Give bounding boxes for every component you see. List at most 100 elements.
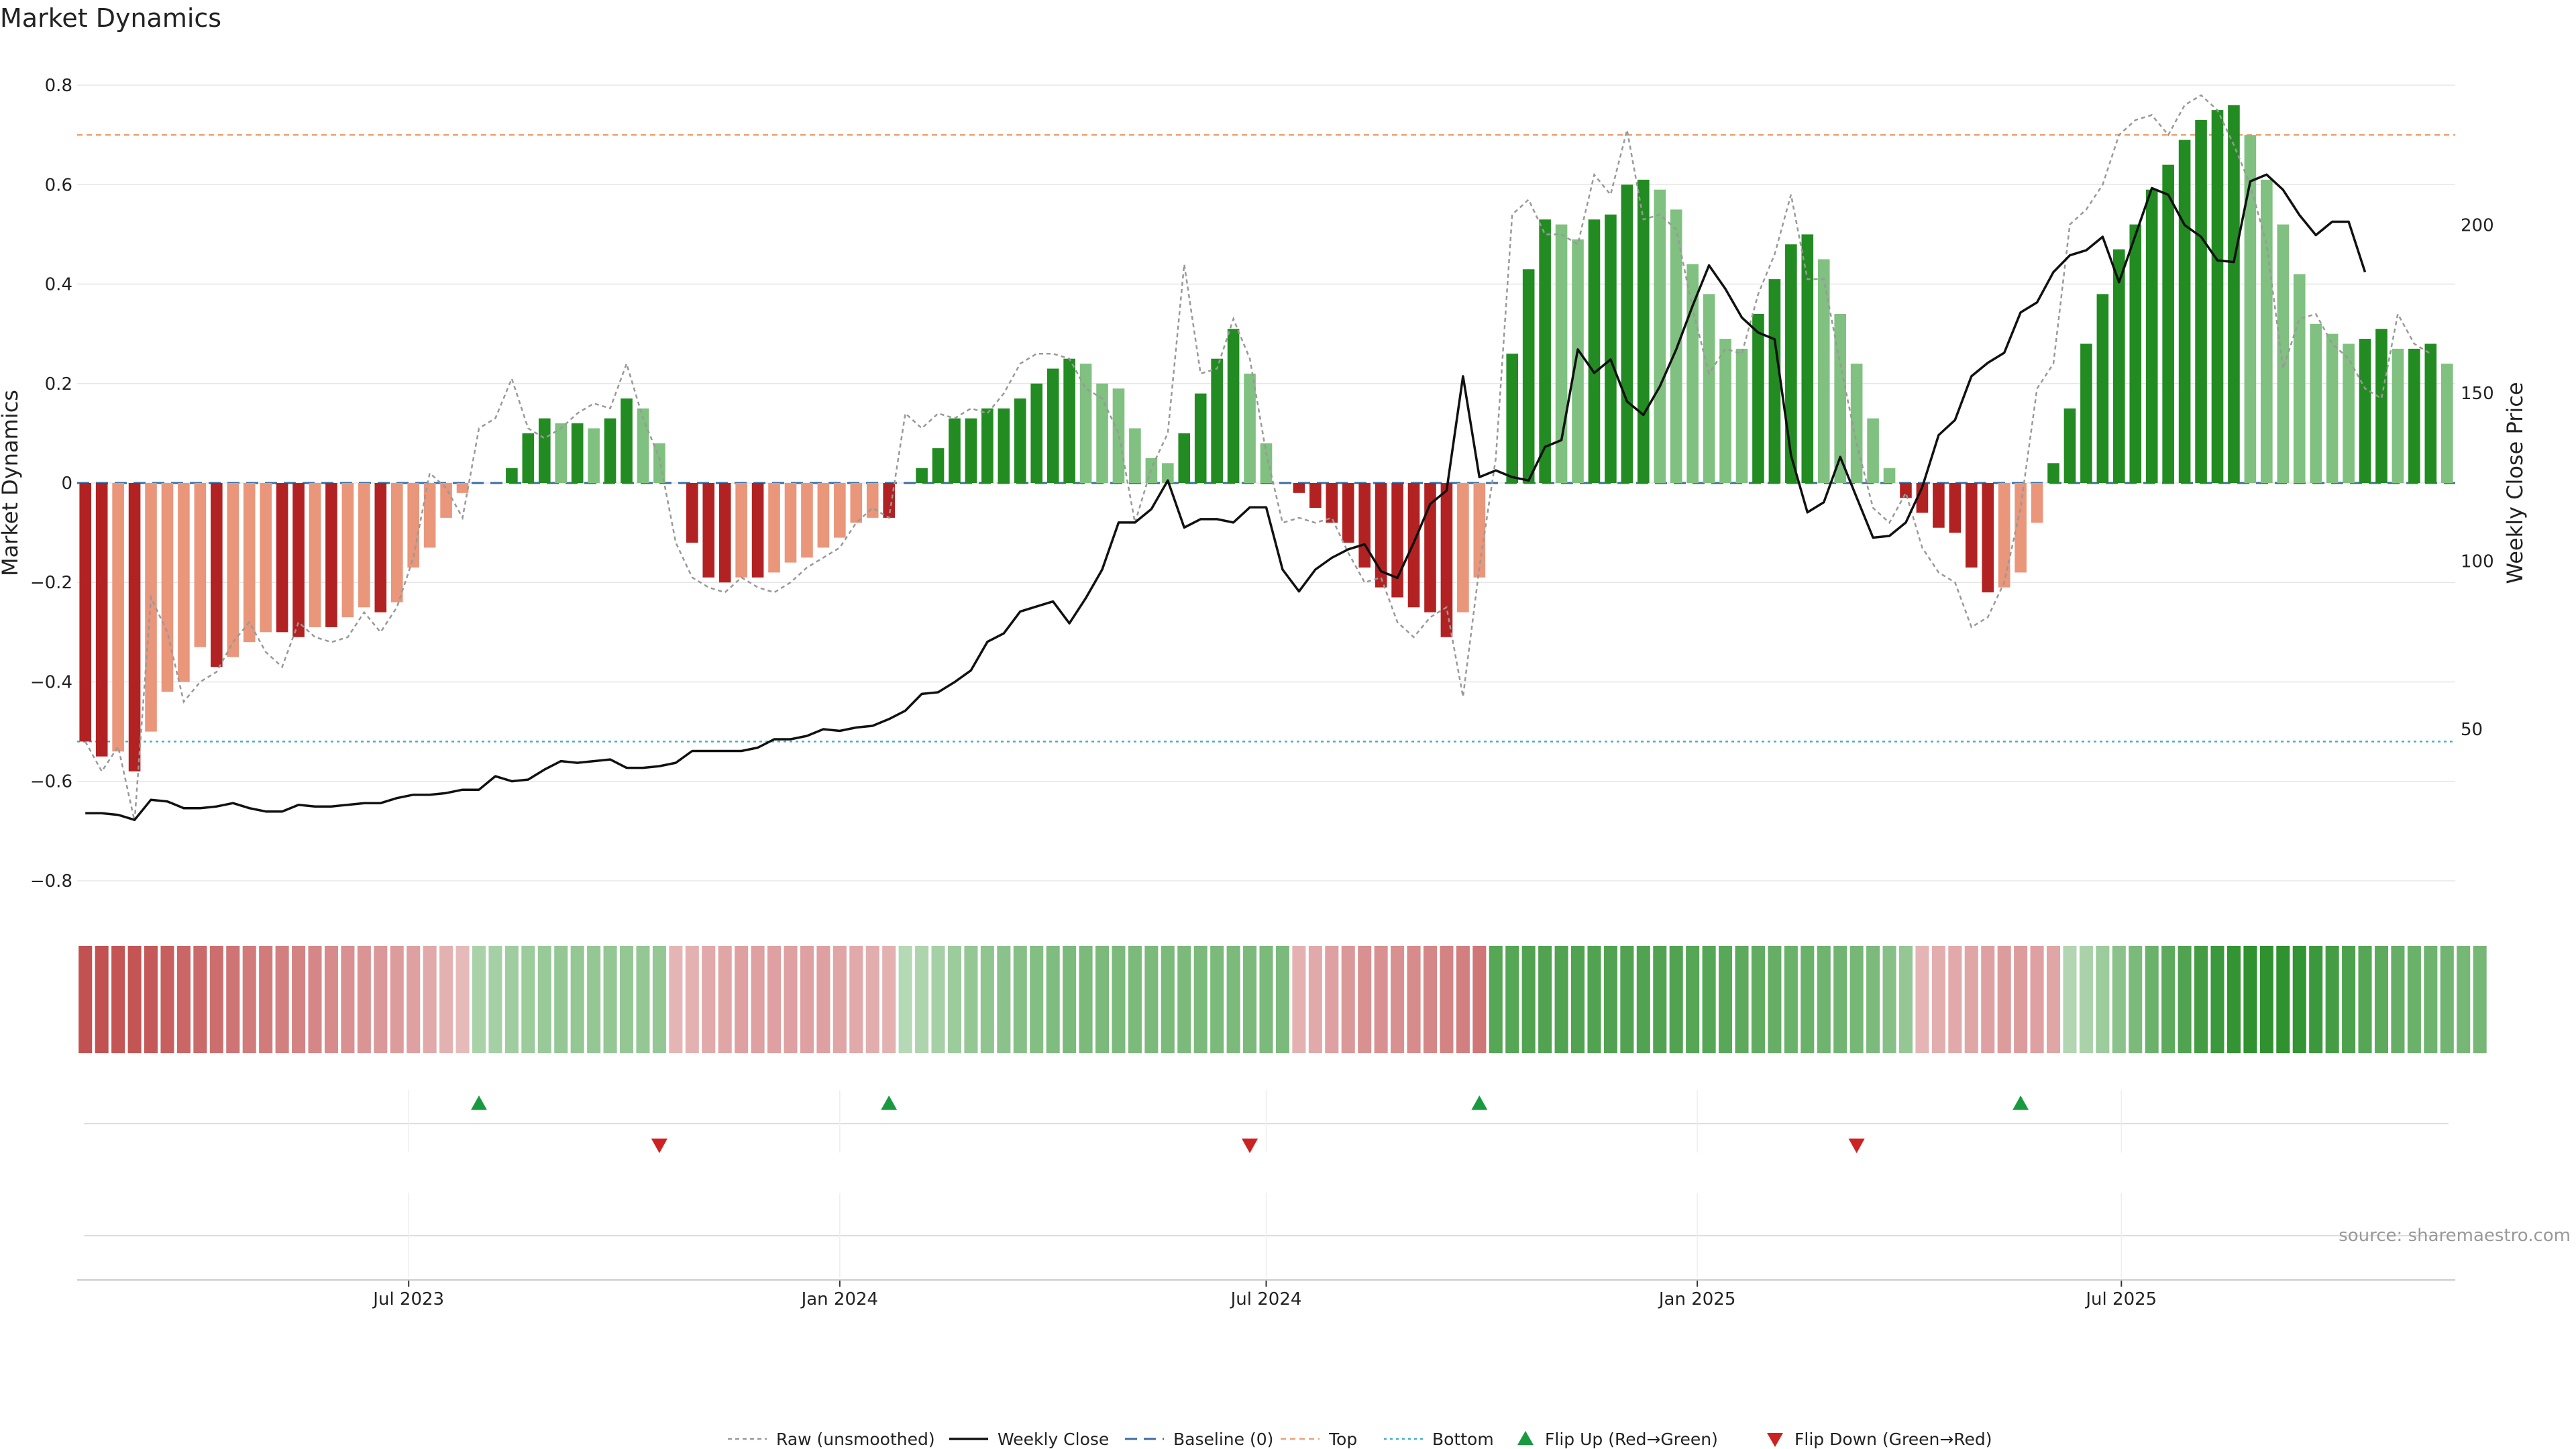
strip-cell [2210, 946, 2224, 1053]
bar-series [79, 105, 2453, 771]
legend-label: Raw (unsmoothed) [776, 1430, 935, 1449]
strip-cell [2161, 946, 2176, 1053]
bar [2244, 135, 2257, 484]
strip-cell [2358, 946, 2372, 1053]
bar [1621, 184, 1633, 483]
strip-cell [423, 946, 437, 1053]
strip-cell [1259, 946, 1273, 1053]
flip-up-marker [881, 1095, 898, 1110]
strip-cell [964, 946, 978, 1053]
bar [718, 483, 731, 583]
bar [161, 483, 174, 692]
strip-cell [144, 946, 158, 1053]
weekly-close-line-series [85, 173, 2367, 821]
bar [621, 398, 633, 483]
bar [1079, 364, 1092, 483]
y-tick-label: 0.8 [45, 76, 72, 96]
y-axis-ticks: 0.8 0.6 0.4 0.2 0 −0.2 −0.4 −0.6 −0.8 [30, 76, 72, 892]
strip-cell [2374, 946, 2389, 1053]
bar [341, 483, 354, 618]
strip-cell [1161, 946, 1175, 1053]
strip-cell [1653, 946, 1667, 1053]
bar [1949, 483, 1962, 533]
bar [1555, 224, 1568, 483]
bar [390, 483, 403, 602]
bar [1703, 294, 1715, 483]
bar [916, 468, 928, 483]
bar [1916, 483, 1929, 513]
strip-cell [1095, 946, 1110, 1053]
strip-cell [1391, 946, 1405, 1053]
strip-cell [1686, 946, 1700, 1053]
strip-cell [521, 946, 535, 1053]
strip-cell [1489, 946, 1503, 1053]
bar [440, 483, 452, 518]
strip-cell [1931, 946, 1945, 1053]
strip-cell [1784, 946, 1798, 1053]
y-tick-label: 0 [61, 474, 72, 494]
strip-cell [784, 946, 798, 1053]
strip-cell [1768, 946, 1782, 1053]
bar [1391, 483, 1403, 598]
strip-cell [2030, 946, 2044, 1053]
legend-label: Top [1328, 1430, 1357, 1449]
bar [2392, 348, 2404, 483]
bar [1506, 354, 1519, 483]
strip-cell [242, 946, 256, 1053]
strip-cell [439, 946, 453, 1053]
flip-up-marker [2012, 1095, 2029, 1110]
strip-cell [1587, 946, 1601, 1053]
strip-cell [1128, 946, 1142, 1053]
y-tick-label: 0.2 [45, 374, 72, 394]
flip-down-marker [651, 1138, 667, 1153]
bar [2343, 343, 2355, 483]
bar [1965, 483, 1978, 568]
bar [325, 483, 337, 627]
strip-cell [603, 946, 617, 1053]
bar [522, 433, 535, 483]
strip-cell [2325, 946, 2339, 1053]
strip-cell [1898, 946, 1913, 1053]
strip-cell [537, 946, 551, 1053]
bar [1194, 393, 1207, 483]
strip-cell [2276, 946, 2290, 1053]
bar [1129, 428, 1141, 483]
bar [2326, 333, 2339, 483]
bar [2015, 483, 2027, 573]
bar [1638, 179, 1650, 483]
strip-cell [980, 946, 994, 1053]
strip-cell [1882, 946, 1896, 1053]
y-tick-label: −0.6 [30, 772, 72, 792]
strip-cell [374, 946, 388, 1053]
strip-cell [735, 946, 749, 1053]
strip-cell [1275, 946, 1289, 1053]
y-tick-label: −0.4 [30, 672, 72, 692]
bar [276, 483, 288, 633]
strip-cell [947, 946, 962, 1053]
bar [1014, 398, 1026, 483]
x-tick-label: Jul 2023 [372, 1289, 444, 1309]
strip-cell [2243, 946, 2257, 1053]
strip-cell [1341, 946, 1355, 1053]
bar [95, 483, 108, 757]
y2-tick-label: 200 [2461, 215, 2494, 235]
bar [1686, 264, 1699, 483]
bar [751, 483, 764, 578]
y2-tick-label: 150 [2461, 384, 2494, 404]
bar [2129, 224, 2142, 483]
strip-cell [390, 946, 404, 1053]
strip-cell [2226, 946, 2241, 1053]
bar [801, 483, 813, 558]
bar [1752, 314, 1764, 483]
strip-cell [1997, 946, 2011, 1053]
legend-label: Bottom [1432, 1430, 1494, 1449]
strip-cell [1292, 946, 1306, 1053]
strip-cell [2014, 946, 2028, 1053]
bar [1522, 269, 1535, 483]
strip-cell [1751, 946, 1765, 1053]
bar [998, 408, 1010, 483]
bar [260, 483, 272, 633]
legend-flip-down-swatch [1767, 1433, 1783, 1447]
strip-cell [95, 946, 109, 1053]
strip-cell [2046, 946, 2061, 1053]
